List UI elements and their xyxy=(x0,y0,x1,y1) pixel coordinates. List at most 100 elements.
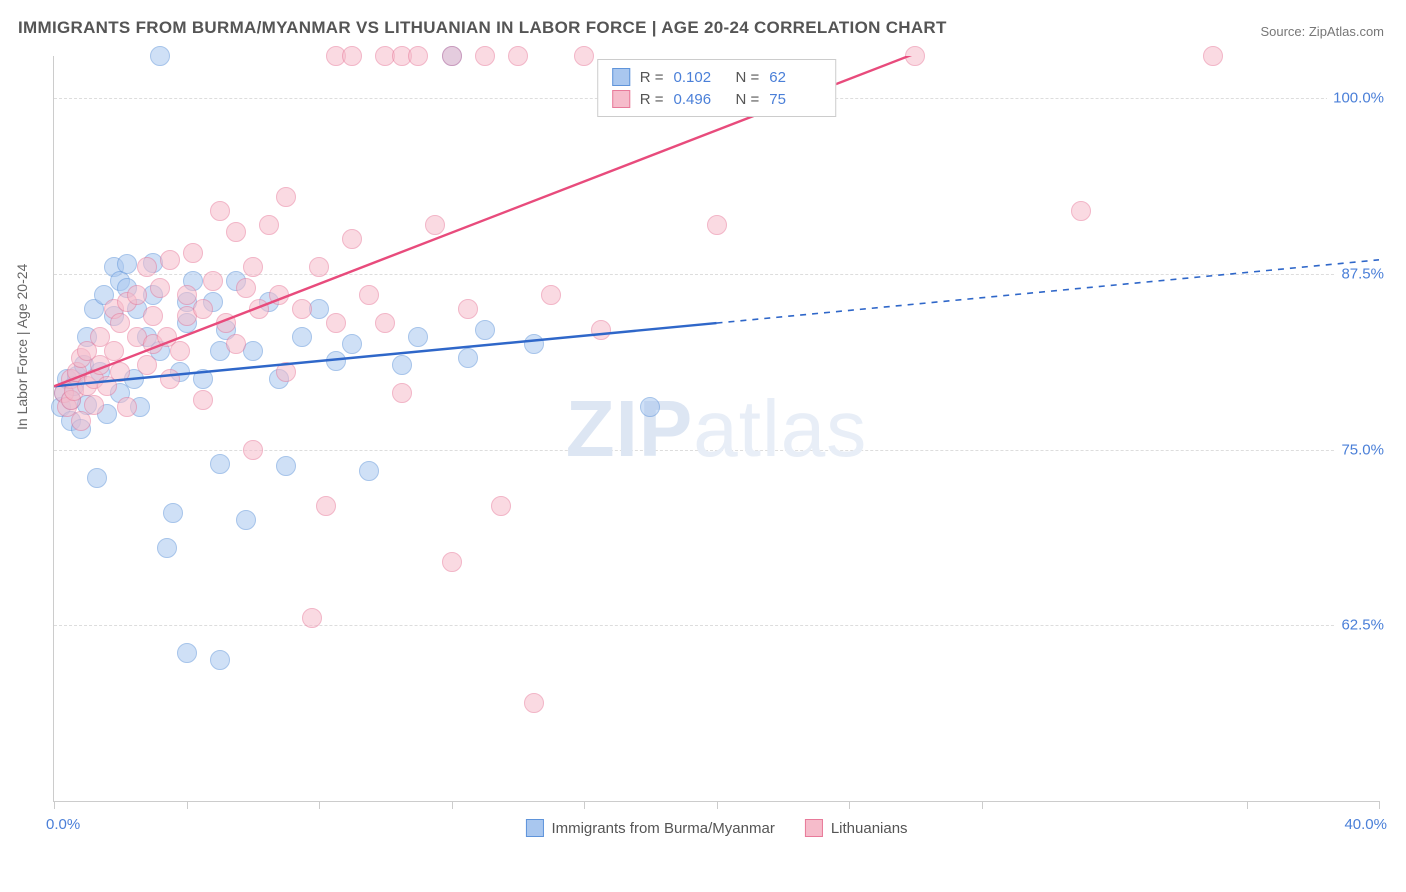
point-series-1 xyxy=(87,468,107,488)
x-axis-min-label: 0.0% xyxy=(46,816,80,833)
point-series-2 xyxy=(104,341,124,361)
point-series-1 xyxy=(640,397,660,417)
point-series-2 xyxy=(259,215,279,235)
source-label: Source: ZipAtlas.com xyxy=(1260,24,1384,39)
y-axis-label: In Labor Force | Age 20-24 xyxy=(14,264,30,430)
y-tick-label: 62.5% xyxy=(1335,617,1384,634)
point-series-1 xyxy=(193,369,213,389)
point-series-1 xyxy=(326,351,346,371)
x-tick xyxy=(849,801,850,809)
swatch-series-2 xyxy=(612,90,630,108)
point-series-1 xyxy=(458,348,478,368)
point-series-2 xyxy=(71,411,91,431)
point-series-2 xyxy=(226,334,246,354)
point-series-2 xyxy=(276,187,296,207)
n-value-1: 62 xyxy=(769,69,821,86)
n-label: N = xyxy=(736,69,760,86)
n-value-2: 75 xyxy=(769,91,821,108)
point-series-2 xyxy=(475,46,495,66)
point-series-2 xyxy=(117,397,137,417)
n-label: N = xyxy=(736,91,760,108)
point-series-2 xyxy=(905,46,925,66)
x-tick xyxy=(319,801,320,809)
series-2-name: Lithuanians xyxy=(831,820,908,837)
point-series-2 xyxy=(193,299,213,319)
point-series-2 xyxy=(137,257,157,277)
point-series-2 xyxy=(269,285,289,305)
r-label: R = xyxy=(640,69,664,86)
point-series-2 xyxy=(1071,201,1091,221)
point-series-2 xyxy=(210,201,230,221)
point-series-2 xyxy=(160,369,180,389)
point-series-2 xyxy=(243,257,263,277)
point-series-2 xyxy=(177,285,197,305)
point-series-2 xyxy=(110,362,130,382)
point-series-2 xyxy=(236,278,256,298)
point-series-2 xyxy=(243,440,263,460)
y-tick-label: 87.5% xyxy=(1335,265,1384,282)
swatch-series-1-b xyxy=(525,819,543,837)
point-series-1 xyxy=(150,46,170,66)
point-series-2 xyxy=(316,496,336,516)
legend-item-2: Lithuanians xyxy=(805,819,908,837)
point-series-1 xyxy=(408,327,428,347)
point-series-1 xyxy=(163,503,183,523)
point-series-2 xyxy=(574,46,594,66)
y-tick-label: 75.0% xyxy=(1335,441,1384,458)
legend-row-series-2: R = 0.496 N = 75 xyxy=(612,88,822,110)
point-series-2 xyxy=(458,299,478,319)
gridline-h xyxy=(54,625,1379,626)
point-series-2 xyxy=(707,215,727,235)
point-series-1 xyxy=(359,461,379,481)
chart-title: IMMIGRANTS FROM BURMA/MYANMAR VS LITHUAN… xyxy=(18,18,947,38)
r-label: R = xyxy=(640,91,664,108)
point-series-2 xyxy=(392,383,412,403)
watermark-atlas: atlas xyxy=(693,384,867,473)
point-series-2 xyxy=(84,395,104,415)
point-series-1 xyxy=(475,320,495,340)
point-series-2 xyxy=(1203,46,1223,66)
plot-area: ZIPatlas R = 0.102 N = 62 R = 0.496 N = … xyxy=(53,56,1379,802)
point-series-2 xyxy=(137,355,157,375)
point-series-2 xyxy=(591,320,611,340)
point-series-2 xyxy=(249,299,269,319)
legend-item-1: Immigrants from Burma/Myanmar xyxy=(525,819,774,837)
x-tick xyxy=(584,801,585,809)
point-series-1 xyxy=(157,538,177,558)
x-tick xyxy=(1379,801,1380,809)
watermark-zip: ZIP xyxy=(566,384,693,473)
point-series-1 xyxy=(342,334,362,354)
point-series-2 xyxy=(143,306,163,326)
legend-row-series-1: R = 0.102 N = 62 xyxy=(612,66,822,88)
point-series-2 xyxy=(375,313,395,333)
point-series-2 xyxy=(326,313,346,333)
point-series-2 xyxy=(342,229,362,249)
x-tick xyxy=(982,801,983,809)
point-series-2 xyxy=(203,271,223,291)
point-series-2 xyxy=(442,552,462,572)
point-series-2 xyxy=(442,46,462,66)
point-series-2 xyxy=(491,496,511,516)
point-series-2 xyxy=(183,243,203,263)
point-series-2 xyxy=(160,250,180,270)
r-value-2: 0.496 xyxy=(674,91,726,108)
trend-lines xyxy=(54,56,1379,801)
point-series-2 xyxy=(541,285,561,305)
x-axis-max-label: 40.0% xyxy=(1344,816,1387,833)
point-series-2 xyxy=(425,215,445,235)
x-tick xyxy=(717,801,718,809)
point-series-2 xyxy=(524,693,544,713)
point-series-2 xyxy=(408,46,428,66)
point-series-2 xyxy=(170,341,190,361)
swatch-series-1 xyxy=(612,68,630,86)
point-series-1 xyxy=(392,355,412,375)
series-1-name: Immigrants from Burma/Myanmar xyxy=(551,820,774,837)
point-series-2 xyxy=(226,222,246,242)
point-series-2 xyxy=(276,362,296,382)
swatch-series-2-b xyxy=(805,819,823,837)
point-series-2 xyxy=(150,278,170,298)
point-series-2 xyxy=(302,608,322,628)
x-tick xyxy=(1247,801,1248,809)
x-tick xyxy=(187,801,188,809)
point-series-2 xyxy=(508,46,528,66)
